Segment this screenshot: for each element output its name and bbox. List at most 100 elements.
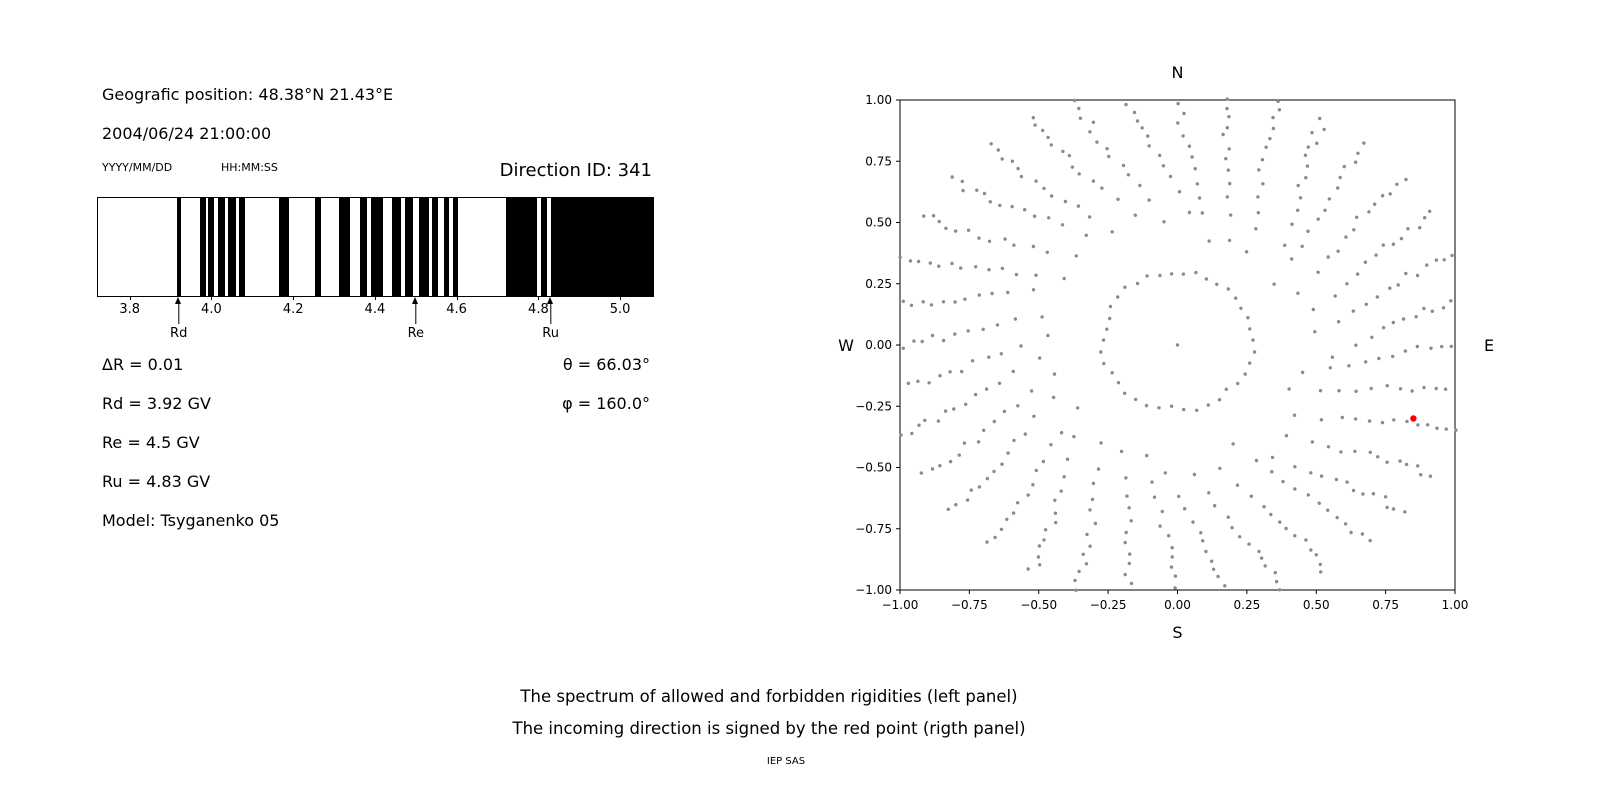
- forbidden-band: [228, 198, 236, 296]
- direction-trail-dot: [1371, 492, 1376, 496]
- direction-trail-dot: [1049, 194, 1054, 198]
- inner-ring-dot: [1195, 408, 1199, 412]
- direction-trail-dot: [1041, 128, 1045, 133]
- direction-trail-dot: [1000, 462, 1004, 466]
- direction-trail-dot: [992, 469, 996, 474]
- direction-trail-dot: [1290, 257, 1294, 261]
- direction-trail-dot: [1126, 173, 1131, 177]
- direction-trail-dot: [966, 329, 970, 333]
- direction-trail-dot: [916, 379, 920, 383]
- direction-trail-dot: [1376, 455, 1380, 459]
- direction-trail-dot: [970, 359, 975, 363]
- direction-trail-dot: [1399, 236, 1404, 241]
- direction-trail-dot: [1041, 459, 1046, 464]
- direction-trail-dot: [1170, 546, 1174, 550]
- forbidden-band: [359, 198, 368, 296]
- forbidden-band: [392, 198, 401, 296]
- direction-trail-dot: [953, 332, 957, 336]
- direction-trail-dot: [1077, 569, 1081, 574]
- direction-trail-dot: [1107, 154, 1111, 159]
- inner-ring-dot: [1182, 407, 1186, 412]
- direction-trail-dot: [1170, 555, 1174, 559]
- spectrum-x-tick-label: 3.8: [119, 302, 141, 317]
- phi-value: φ = 160.0°: [562, 394, 650, 413]
- marker-arrow-ru: [549, 303, 552, 324]
- direction-trail-dot: [995, 323, 1000, 327]
- direction-trail-dot: [1031, 288, 1036, 292]
- direction-trail-dot: [1309, 548, 1313, 552]
- direction-trail-dot: [1088, 508, 1092, 512]
- inner-ring-dot: [1224, 387, 1228, 391]
- direction-trail-dot: [1340, 415, 1344, 420]
- direction-trail-dot: [952, 407, 956, 411]
- x-tick-label: 0.25: [1234, 598, 1261, 612]
- inner-ring-dot: [1134, 397, 1138, 402]
- inner-ring-dot: [1110, 371, 1114, 375]
- direction-trail-dot: [1011, 369, 1015, 374]
- inner-ring-dot: [1116, 381, 1121, 385]
- direction-trail-dot: [1254, 227, 1258, 231]
- direction-trail-dot: [1046, 333, 1050, 338]
- inner-ring-dot: [1246, 316, 1250, 320]
- direction-trail-dot: [1415, 344, 1419, 349]
- direction-trail-dot: [1287, 387, 1291, 391]
- rd-value: Rd = 3.92 GV: [102, 394, 211, 413]
- spectrum-x-tick-mark: [293, 296, 295, 300]
- forbidden-band: [208, 198, 214, 296]
- direction-trail-dot: [1084, 233, 1088, 237]
- direction-trail-dot: [1019, 344, 1023, 348]
- direction-trail-dot: [1034, 273, 1038, 277]
- direction-trail-dot: [954, 503, 958, 507]
- direction-trail-dot: [1422, 385, 1426, 390]
- direction-trail-dot: [1038, 356, 1042, 360]
- direction-trail-dot: [1278, 588, 1282, 592]
- direction-trail-dot: [1181, 134, 1185, 138]
- direction-trail-dot: [1354, 389, 1358, 393]
- direction-trail-dot: [1163, 471, 1167, 475]
- direction-trail-dot: [1023, 208, 1027, 212]
- direction-trail-dot: [1257, 549, 1261, 554]
- direction-trail-dot: [1087, 215, 1092, 219]
- direction-trail-dot: [1300, 244, 1304, 248]
- direction-trail-dot: [1032, 414, 1036, 418]
- direction-trail-dot: [1274, 579, 1279, 584]
- spectrum-x-tick-label: 4.8: [528, 302, 549, 317]
- direction-trail-dot: [1160, 509, 1164, 514]
- inner-ring-dot: [1194, 270, 1198, 275]
- direction-trail-dot: [950, 175, 954, 179]
- x-tick-label: −1.00: [882, 598, 919, 612]
- inner-ring-dot: [1215, 282, 1219, 286]
- direction-trail-dot: [948, 370, 952, 374]
- direction-trail-dot: [1425, 263, 1429, 267]
- direction-trail-dot: [1150, 480, 1154, 484]
- direction-trail-dot: [1368, 538, 1372, 543]
- direction-trail-dot: [1309, 471, 1313, 475]
- direction-trail-dot: [938, 464, 942, 468]
- direction-trail-dot: [919, 471, 923, 475]
- direction-trail-dot: [1076, 204, 1081, 208]
- direction-trail-dot: [1168, 174, 1173, 179]
- direction-trail-dot: [1095, 140, 1099, 144]
- direction-trail-dot: [1403, 349, 1408, 353]
- direction-trail-dot: [1264, 145, 1268, 149]
- direction-trail-dot: [1085, 532, 1089, 537]
- direction-trail-dot: [969, 488, 973, 492]
- direction-trail-dot: [1091, 179, 1096, 183]
- direction-trail-dot: [1124, 102, 1128, 107]
- ru-value: Ru = 4.83 GV: [102, 472, 211, 491]
- direction-trail-dot: [1273, 571, 1277, 575]
- direction-trail-dot: [1169, 565, 1174, 569]
- direction-trail-dot: [1210, 559, 1214, 563]
- spectrum-x-tick-mark: [211, 296, 213, 300]
- direction-trail-dot: [1244, 250, 1249, 254]
- direction-trail-dot: [1158, 153, 1162, 158]
- direction-trail-dot: [1093, 521, 1098, 526]
- direction-trail-dot: [1333, 294, 1337, 298]
- direction-trail-dot: [1296, 183, 1300, 188]
- direction-trail-dot: [1043, 528, 1048, 532]
- direction-trail-dot: [1306, 229, 1310, 233]
- direction-trail-dot: [1230, 526, 1234, 530]
- direction-trail-dot: [923, 418, 927, 422]
- direction-trail-dot: [1260, 158, 1265, 162]
- direction-trail-dot: [1374, 253, 1378, 257]
